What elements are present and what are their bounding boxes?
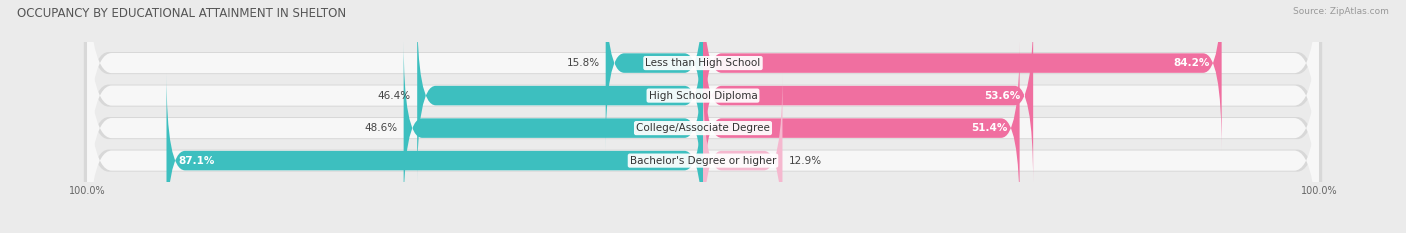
Text: 53.6%: 53.6% [984,91,1021,101]
FancyBboxPatch shape [703,73,783,233]
FancyBboxPatch shape [84,0,1322,215]
FancyBboxPatch shape [703,40,1019,216]
FancyBboxPatch shape [84,42,1322,233]
Text: 15.8%: 15.8% [567,58,599,68]
Text: 51.4%: 51.4% [972,123,1007,133]
FancyBboxPatch shape [703,0,1222,151]
Text: OCCUPANCY BY EDUCATIONAL ATTAINMENT IN SHELTON: OCCUPANCY BY EDUCATIONAL ATTAINMENT IN S… [17,7,346,20]
FancyBboxPatch shape [87,0,1319,183]
Text: 46.4%: 46.4% [378,91,411,101]
Text: 87.1%: 87.1% [179,156,215,166]
FancyBboxPatch shape [84,0,1322,182]
Text: Less than High School: Less than High School [645,58,761,68]
FancyBboxPatch shape [87,41,1319,233]
Text: 12.9%: 12.9% [789,156,821,166]
Text: High School Diploma: High School Diploma [648,91,758,101]
Text: Source: ZipAtlas.com: Source: ZipAtlas.com [1294,7,1389,16]
Text: 48.6%: 48.6% [364,123,398,133]
FancyBboxPatch shape [418,8,703,183]
FancyBboxPatch shape [87,0,1319,216]
FancyBboxPatch shape [606,0,703,151]
Text: College/Associate Degree: College/Associate Degree [636,123,770,133]
FancyBboxPatch shape [84,9,1322,233]
Text: Bachelor's Degree or higher: Bachelor's Degree or higher [630,156,776,166]
FancyBboxPatch shape [87,8,1319,233]
FancyBboxPatch shape [703,8,1033,183]
Legend: Owner-occupied, Renter-occupied: Owner-occupied, Renter-occupied [591,231,815,233]
FancyBboxPatch shape [166,73,703,233]
Text: 84.2%: 84.2% [1173,58,1209,68]
FancyBboxPatch shape [404,40,703,216]
